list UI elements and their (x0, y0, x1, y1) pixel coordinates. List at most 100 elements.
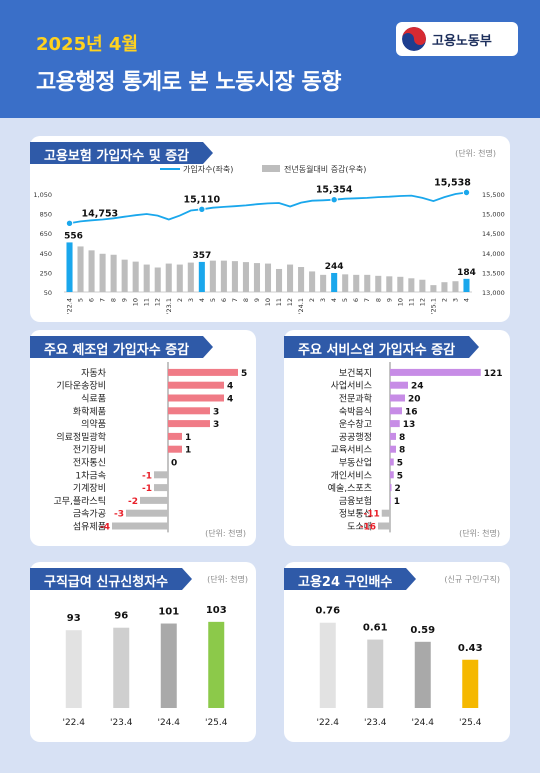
value-label: 13 (403, 420, 416, 430)
category-label: 부동산업 (339, 458, 372, 469)
right-axis-tick: 15,500 (482, 191, 505, 199)
increase-bar (408, 278, 415, 292)
value-label: 103 (206, 605, 227, 616)
value-label: 20 (408, 395, 421, 405)
category-label: 식료품 (81, 394, 106, 405)
right-axis-tick: 13,500 (482, 269, 505, 277)
increase-bar (88, 250, 95, 292)
value-label: 101 (158, 607, 179, 618)
line-point-marker (462, 188, 471, 197)
x-tick-label: 3 (187, 298, 195, 302)
category-label: 정보통신 (339, 509, 372, 520)
service-chart: 보건복지 121 사업서비스 24 전문과학 20 숙박음식 16 운수창고 13 공공행정 8 교육서… (328, 362, 503, 533)
ministry-name: 고용노동부 (432, 34, 492, 49)
category-label: 고무,플라스틱 (53, 495, 106, 507)
category-label: 공공행정 (339, 431, 372, 443)
bar-data-label: 184 (457, 268, 476, 278)
x-tick-label: 11 (275, 298, 283, 306)
value-label: 96 (114, 611, 128, 622)
header-banner: 2025년 4월 고용행정 통계로 본 노동시장 동향 고용노동부 (0, 0, 540, 118)
increase-bar (99, 253, 106, 292)
manufacturing-chart: 자동차 5 기타운송장비 4 식료품 4 화학제품 3 의약품 3 의료정밀광학 1 전기장비 1 전자통신… (53, 362, 247, 533)
x-tick-label: 12 (418, 298, 426, 306)
category-bar (168, 368, 238, 376)
category-label: 전자통신 (73, 458, 106, 469)
value-label: 0 (171, 459, 177, 469)
value-label: 1 (185, 446, 191, 456)
increase-bar (154, 267, 161, 292)
increase-bar (242, 262, 249, 292)
value-label: 1 (185, 433, 191, 443)
taegeuk-logo-icon (402, 27, 426, 51)
category-label: 예술,스포츠 (328, 483, 372, 494)
increase-bar (121, 259, 128, 292)
category-label: 사업서비스 (331, 381, 372, 392)
category-bar (168, 432, 182, 440)
insured-unit: (단위: 천명) (455, 149, 496, 158)
line-data-label: 14,753 (82, 208, 119, 219)
insured-chart: 가입자수(좌축) 전년동월대비 증감(우축) 1,050 850 650 450 250 50… (33, 164, 505, 314)
x-tick-label: 5 (77, 298, 85, 302)
value-label: 93 (67, 613, 81, 624)
x-tick-label: 7 (363, 298, 371, 302)
x-tick-label: 9 (385, 298, 393, 302)
category-bar (112, 522, 168, 530)
legend-bar-marker (262, 165, 280, 172)
value-bar (208, 621, 225, 708)
value-label: 3 (213, 420, 219, 430)
x-tick-label: '25.1 (429, 298, 437, 314)
x-tick-label: 8 (242, 298, 250, 302)
category-label: 개인서비스 (331, 470, 372, 481)
x-tick-label: 6 (88, 298, 96, 302)
category-label: 섬유제품 (73, 522, 106, 533)
increase-bar (110, 254, 117, 292)
x-tick-label: 10 (132, 298, 140, 306)
x-tick-label: '22.4 (62, 718, 85, 728)
category-bar (168, 445, 182, 453)
ratio-chart: 0.76 '22.4 0.61 '23.4 0.59 '24.4 0.43 '25.4 (315, 606, 482, 728)
category-bar (126, 509, 168, 517)
bar-data-label: 357 (192, 251, 211, 261)
service-unit: (단위: 천명) (459, 529, 500, 538)
x-tick-label: 2 (308, 298, 316, 302)
x-tick-label: 4 (462, 298, 470, 302)
value-label: -2 (128, 497, 138, 507)
x-tick-label: 3 (319, 298, 327, 302)
category-bar (390, 407, 402, 415)
x-tick-label: 11 (407, 298, 415, 306)
category-label: 자동차 (81, 367, 107, 379)
x-tick-label: '24.4 (411, 718, 434, 728)
bar-data-label: 244 (325, 262, 344, 272)
line-point-marker (330, 196, 338, 204)
x-tick-label: 5 (341, 298, 349, 302)
increase-bar (198, 261, 205, 292)
category-bar (140, 496, 168, 504)
increase-bar (309, 271, 316, 292)
left-axis-tick: 250 (40, 269, 52, 277)
x-tick-label: '25.4 (459, 718, 482, 728)
increase-bar (253, 263, 261, 292)
x-tick-label: 2 (440, 298, 448, 302)
ministry-logo: 고용노동부 (396, 22, 518, 56)
category-label: 1차금속 (75, 469, 106, 481)
increase-bar (209, 260, 216, 292)
x-tick-label: '24.4 (157, 718, 180, 728)
x-tick-label: 8 (374, 298, 382, 302)
value-bar (367, 639, 384, 708)
increase-bar (463, 278, 470, 292)
increase-bar (275, 268, 283, 292)
right-axis-tick: 14,000 (482, 250, 505, 258)
x-tick-label: '22.4 (316, 718, 339, 728)
service-section-title: 주요 서비스업 가입자수 증감 (284, 336, 480, 358)
x-tick-label: 2 (176, 298, 184, 302)
x-tick-label: 9 (253, 298, 261, 302)
right-axis-tick: 15,000 (482, 211, 505, 219)
manufacturing-section-title: 주요 제조업 가입자수 증감 (30, 336, 214, 358)
x-tick-label: 11 (143, 298, 151, 306)
category-label: 전기장비 (73, 445, 106, 456)
increase-bar (132, 261, 139, 292)
legend-label: 전년동월대비 증감(우축) (284, 164, 366, 174)
category-label: 운수창고 (339, 419, 372, 430)
increase-bar (66, 242, 73, 292)
category-bar (390, 381, 408, 389)
